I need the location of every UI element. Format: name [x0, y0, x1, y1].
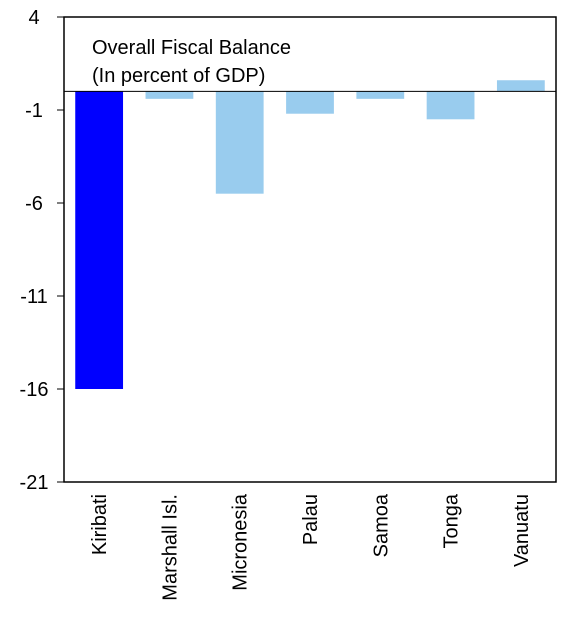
plot-frame	[63, 16, 557, 483]
y-tick-label: -21	[20, 472, 49, 494]
y-tick-label: 4	[28, 7, 39, 29]
x-tick-label: Tonga	[441, 493, 463, 548]
x-tick-label: Vanuatu	[511, 494, 533, 567]
x-tick-label: Marshall Isl.	[159, 494, 181, 601]
bars-group	[75, 80, 545, 390]
y-tick-label: -1	[25, 100, 43, 122]
bar-vanuatu	[496, 80, 545, 92]
y-tick-label: -16	[20, 379, 49, 401]
x-tick-label: Micronesia	[230, 493, 252, 591]
y-axis-ticks: 4 -1 -6 -11 -16 -21	[20, 7, 64, 494]
bar-samoa	[356, 91, 405, 99]
x-tick-label: Samoa	[370, 493, 392, 557]
x-tick-label: Palau	[300, 494, 322, 545]
bar-kiribati	[75, 91, 124, 390]
chart-title: Overall Fiscal Balance	[92, 37, 291, 59]
x-tick-label: Kiribati	[89, 494, 111, 555]
bar-tonga	[426, 91, 475, 120]
x-axis-labels: Kiribati Marshall Isl. Micronesia Palau Samo…	[89, 493, 533, 601]
bar-micronesia	[215, 91, 264, 194]
bar-palau	[286, 91, 334, 114]
y-tick-label: -11	[20, 286, 47, 308]
bar-marshall-isl	[145, 91, 194, 99]
chart-subtitle: (In percent of GDP)	[92, 65, 265, 87]
y-tick-label: -6	[25, 193, 43, 215]
